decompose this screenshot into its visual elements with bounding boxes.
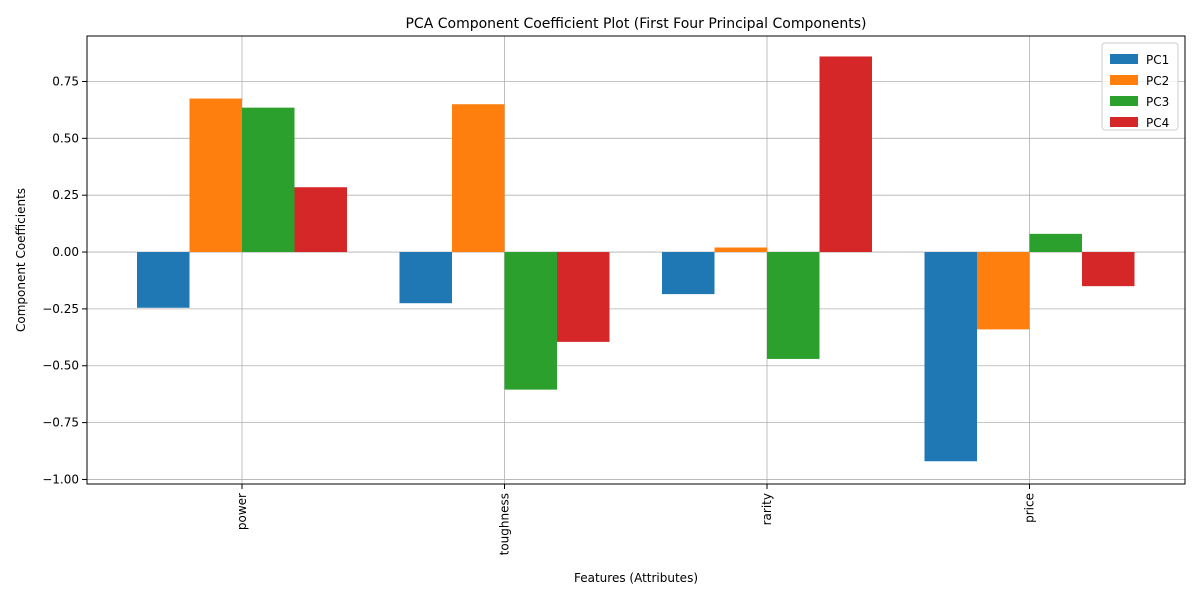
y-tick-label: 0.50: [52, 131, 79, 145]
x-axis-label: Features (Attributes): [574, 571, 698, 585]
y-tick-label: 0.25: [52, 188, 79, 202]
legend-label-pc4: PC4: [1146, 116, 1169, 130]
y-axis-ticks: −1.00 −0.75 −0.50 −0.25 0.00 0.25 0.50 0.75: [42, 74, 87, 486]
y-axis-label: Component Coefficients: [14, 188, 28, 332]
bars: [137, 56, 1135, 462]
bar-pc1-toughness: [399, 252, 452, 304]
legend-swatch-pc2: [1110, 75, 1138, 85]
bar-pc2-toughness: [452, 104, 505, 253]
bar-pc4-rarity: [819, 56, 872, 253]
legend-label-pc1: PC1: [1146, 53, 1169, 67]
y-tick-label: −0.50: [42, 359, 79, 373]
bar-pc1-rarity: [662, 252, 715, 295]
x-axis-ticks: power toughness rarity price: [235, 484, 1037, 555]
bar-pc4-power: [294, 187, 347, 253]
legend-swatch-pc4: [1110, 117, 1138, 127]
x-tick-label: price: [1023, 493, 1037, 523]
bar-pc1-price: [924, 252, 977, 462]
legend-swatch-pc3: [1110, 96, 1138, 106]
bar-pc2-price: [977, 252, 1030, 330]
bar-pc2-rarity: [714, 247, 767, 253]
y-tick-label: 0.75: [52, 74, 79, 88]
y-tick-label: −1.00: [42, 472, 79, 486]
legend-label-pc3: PC3: [1146, 95, 1169, 109]
bar-pc3-toughness: [504, 252, 557, 390]
legend-label-pc2: PC2: [1146, 74, 1169, 88]
bar-pc3-power: [242, 107, 295, 253]
plot-area-frame: [86, 35, 1186, 485]
y-tick-label: −0.75: [42, 416, 79, 430]
legend-swatch-pc1: [1110, 54, 1138, 64]
y-tick-label: 0.00: [52, 245, 79, 259]
bar-pc2-power: [189, 98, 242, 253]
chart-title: PCA Component Coefficient Plot (First Fo…: [405, 16, 866, 32]
x-tick-label: toughness: [498, 493, 512, 555]
legend: PC1 PC2 PC3 PC4: [1101, 42, 1179, 131]
y-tick-label: −0.25: [42, 302, 79, 316]
legend-box: [1101, 42, 1179, 131]
bar-pc3-rarity: [767, 252, 820, 359]
bar-pc3-price: [1029, 233, 1082, 253]
bar-pc4-price: [1082, 252, 1135, 287]
x-tick-label: rarity: [760, 493, 774, 525]
bar-pc4-toughness: [557, 252, 610, 342]
x-tick-label: power: [235, 493, 249, 530]
bar-pc1-power: [137, 252, 190, 308]
